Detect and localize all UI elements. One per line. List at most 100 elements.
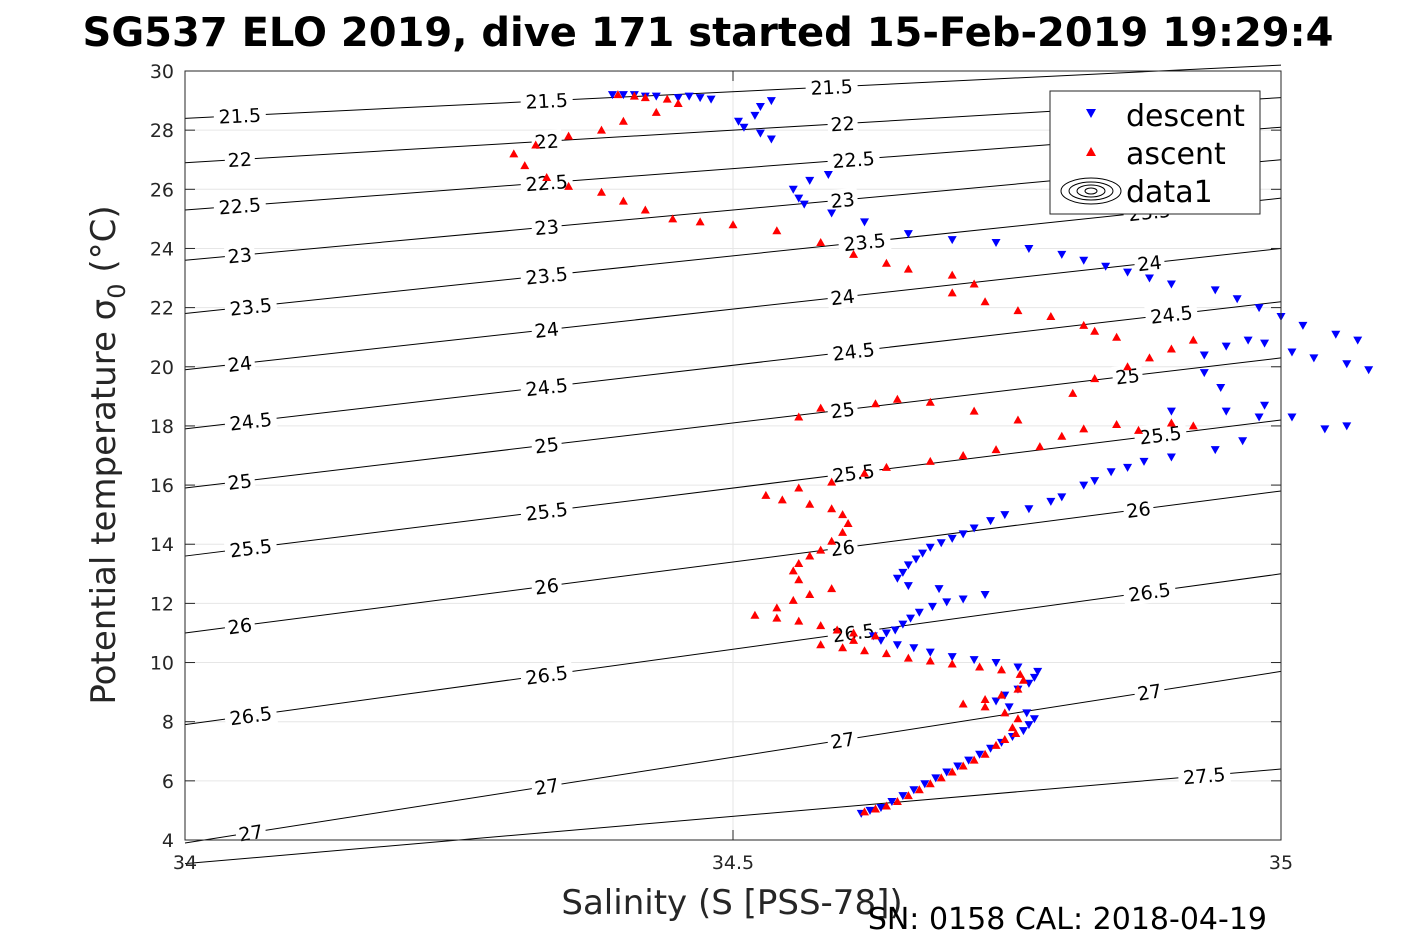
ascent-point — [640, 205, 650, 214]
contour-label-bg — [837, 228, 892, 256]
ascent-point — [947, 767, 957, 776]
descent-point — [1004, 703, 1014, 712]
ascent-point — [1011, 729, 1021, 738]
contour-label: 25 — [533, 434, 560, 459]
contour-label: 21.5 — [810, 76, 853, 100]
contour-label-group: 27 — [826, 726, 860, 754]
descent-point — [794, 194, 804, 203]
contour-label-group: 25 — [826, 397, 859, 423]
descent-point — [865, 806, 875, 815]
contour-label-bg — [826, 337, 881, 366]
ascent-point — [969, 755, 979, 764]
descent-point — [1199, 351, 1209, 360]
contour-label: 23 — [830, 189, 856, 213]
contour-label-group: 25.5 — [223, 533, 278, 563]
contour-label-bg — [223, 533, 278, 563]
ascent-point — [1134, 425, 1144, 434]
ascent-point — [596, 125, 606, 134]
ascent-point — [777, 495, 787, 504]
descent-point — [695, 94, 705, 103]
legend-data1-label: data1 — [1126, 175, 1213, 210]
ascent-point — [816, 403, 826, 412]
ascent-point — [1007, 723, 1017, 732]
ascent-point — [728, 220, 738, 229]
contour-label-group: 25.5 — [519, 497, 574, 526]
contour-label-group: 22 — [224, 147, 256, 172]
contour-label-bg — [530, 573, 563, 599]
descent-point — [823, 171, 833, 180]
ascent-point — [980, 702, 990, 711]
y-tick-label: 4 — [162, 830, 174, 852]
ascent-point — [903, 653, 913, 662]
contour-label-group: 23 — [826, 187, 859, 213]
contour-label: 23 — [227, 244, 253, 268]
ascent-point — [975, 662, 985, 671]
descent-point — [1342, 360, 1352, 369]
legend-ascent-label: ascent — [1126, 137, 1226, 172]
contour-label-bg — [826, 187, 859, 213]
contour-label: 27 — [829, 728, 856, 753]
legend-descent-label: descent — [1126, 99, 1245, 134]
ascent-point — [794, 575, 804, 584]
descent-point — [1166, 407, 1176, 416]
descent-point — [1199, 369, 1209, 378]
ascent-point — [892, 797, 902, 806]
contour-label: 26 — [227, 614, 254, 639]
ascent-point — [1123, 362, 1133, 371]
ascent-point — [925, 656, 935, 665]
descent-point — [1029, 715, 1039, 724]
ascent-point — [794, 558, 804, 567]
contour-label-bg — [1111, 363, 1144, 389]
descent-point — [1287, 413, 1297, 422]
ascent-point — [827, 477, 837, 486]
contour-label-bg — [224, 147, 256, 172]
descent-point — [1024, 505, 1034, 514]
contour-line — [184, 670, 1282, 844]
ascent-point — [1079, 424, 1089, 433]
descent-point — [898, 568, 908, 577]
contour-label: 24 — [1136, 252, 1162, 277]
ascent-point — [870, 804, 880, 813]
contour-label-bg — [1177, 762, 1232, 789]
contour-label: 25 — [227, 470, 254, 495]
contour-label-bg — [530, 773, 564, 800]
descent-point — [1221, 342, 1231, 351]
descent-point — [947, 653, 957, 662]
ascent-point — [980, 749, 990, 758]
ascent-point — [870, 631, 880, 640]
ascent-point — [827, 584, 837, 593]
y-tick-label: 16 — [150, 475, 174, 497]
ascent-point — [1166, 344, 1176, 353]
descent-point — [1254, 304, 1264, 313]
descent-point — [1123, 463, 1133, 472]
contour-label: 22.5 — [832, 148, 876, 173]
contour-label-bg — [1132, 678, 1167, 706]
descent-point — [1232, 295, 1242, 304]
y-tick-label: 28 — [150, 120, 174, 142]
ascent-point — [1090, 326, 1100, 335]
contour-label-bg — [223, 242, 256, 268]
ascent-point — [827, 536, 837, 545]
ascent-point — [816, 640, 826, 649]
y-axis-label: Potential temperature σ0 (°C) — [84, 205, 131, 704]
descent-point — [892, 574, 902, 583]
descent-point — [964, 756, 974, 765]
descent-point — [975, 750, 985, 759]
descent-point — [881, 629, 891, 638]
contour-label-group: 21.5 — [520, 88, 574, 114]
ascent-point — [849, 628, 859, 637]
contour-label-group: 25.5 — [826, 458, 881, 488]
contour-label-bg — [530, 317, 563, 343]
contour-label-bg — [1122, 496, 1155, 523]
ascent-point — [695, 217, 705, 226]
descent-point — [1260, 339, 1270, 348]
ascent-point — [980, 695, 990, 704]
ascent-point — [805, 551, 815, 560]
ascent-point — [750, 610, 760, 619]
contour-label-bg — [805, 74, 859, 100]
contour-label: 25 — [829, 399, 856, 424]
descent-point — [909, 644, 919, 653]
contour-label: 22 — [830, 113, 855, 136]
descent-point — [1331, 330, 1341, 339]
descent-point — [1106, 468, 1116, 477]
